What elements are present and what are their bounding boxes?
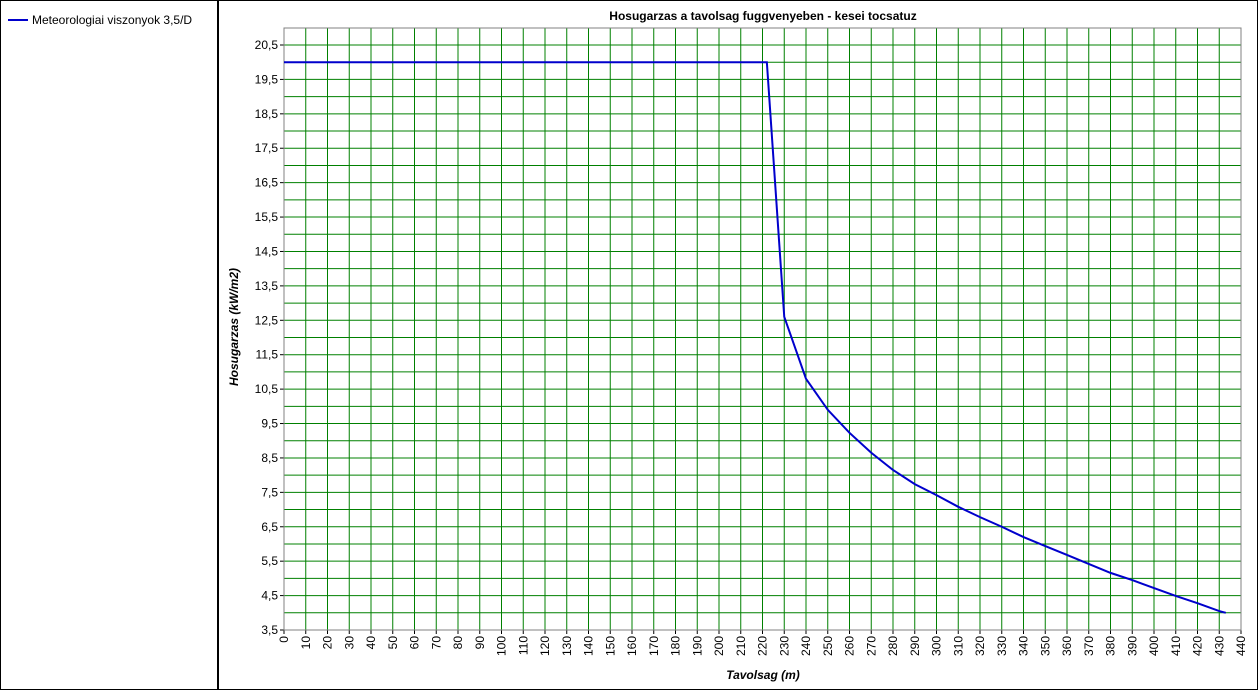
x-tick-label: 340 <box>1017 636 1031 656</box>
x-tick-label: 280 <box>886 636 900 656</box>
x-tick-label: 360 <box>1060 636 1074 656</box>
y-tick-label: 10,5 <box>255 382 279 396</box>
x-tick-label: 410 <box>1169 636 1183 656</box>
y-tick-label: 9,5 <box>261 417 278 431</box>
x-tick-label: 160 <box>625 636 639 656</box>
y-tick-label: 7,5 <box>261 485 278 499</box>
x-tick-label: 170 <box>647 636 661 656</box>
x-tick-label: 150 <box>603 636 617 656</box>
y-tick-label: 8,5 <box>261 451 278 465</box>
x-tick-label: 20 <box>321 636 335 650</box>
x-tick-label: 300 <box>930 636 944 656</box>
y-tick-label: 11,5 <box>256 348 279 362</box>
y-tick-label: 12,5 <box>255 313 279 327</box>
x-tick-label: 50 <box>386 636 400 650</box>
x-tick-label: 140 <box>582 636 596 656</box>
x-tick-label: 440 <box>1234 636 1248 656</box>
x-tick-label: 260 <box>843 636 857 656</box>
x-tick-label: 210 <box>734 636 748 656</box>
x-tick-label: 100 <box>495 636 509 656</box>
x-tick-label: 290 <box>908 636 922 656</box>
chart-title: Hosugarzas a tavolsag fuggvenyeben - kes… <box>609 9 916 23</box>
x-tick-label: 190 <box>690 636 704 656</box>
y-tick-label: 14,5 <box>255 244 279 258</box>
x-tick-label: 10 <box>299 636 313 650</box>
x-tick-label: 60 <box>408 636 422 650</box>
x-tick-label: 80 <box>451 636 465 650</box>
x-tick-label: 390 <box>1125 636 1139 656</box>
x-tick-label: 110 <box>516 636 530 655</box>
plot-border <box>283 27 1242 631</box>
x-tick-label: 250 <box>821 636 835 656</box>
y-tick-label: 13,5 <box>255 279 279 293</box>
y-tick-label: 17,5 <box>255 141 279 155</box>
x-tick-label: 120 <box>538 636 552 656</box>
y-tick-label: 5,5 <box>261 554 278 568</box>
y-tick-label: 3,5 <box>261 623 278 637</box>
x-tick-label: 40 <box>364 636 378 650</box>
x-tick-label: 180 <box>669 636 683 656</box>
x-tick-label: 230 <box>777 636 791 656</box>
x-tick-label: 0 <box>277 636 291 643</box>
data-line <box>284 61 1227 614</box>
x-tick-label: 310 <box>951 636 965 656</box>
x-tick-label: 240 <box>799 636 813 656</box>
y-tick-label: 20,5 <box>255 38 279 52</box>
y-tick-label: 6,5 <box>261 520 278 534</box>
x-tick-label: 270 <box>864 636 878 656</box>
x-tick-label: 70 <box>429 636 443 650</box>
x-tick-label: 200 <box>712 636 726 656</box>
x-tick-label: 330 <box>995 636 1009 656</box>
x-tick-label: 370 <box>1082 636 1096 656</box>
y-tick-label: 4,5 <box>261 589 278 603</box>
x-tick-label: 320 <box>973 636 987 656</box>
x-tick-label: 400 <box>1147 636 1161 656</box>
x-tick-label: 380 <box>1104 636 1118 656</box>
y-tick-label: 19,5 <box>255 72 279 86</box>
x-tick-label: 90 <box>473 636 487 650</box>
x-tick-label: 420 <box>1191 636 1205 656</box>
x-tick-label: 430 <box>1212 636 1226 656</box>
y-axis-label: Hosugarzas (kW/m2) <box>227 268 241 386</box>
x-axis-label: Tavolsag (m) <box>726 668 800 682</box>
y-tick-label: 18,5 <box>255 107 279 121</box>
y-tick-label: 15,5 <box>255 210 279 224</box>
x-tick-label: 130 <box>560 636 574 656</box>
x-tick-label: 220 <box>756 636 770 656</box>
x-tick-label: 30 <box>342 636 356 650</box>
legend-label: Meteorologiai viszonyok 3,5/D <box>32 13 192 27</box>
x-tick-label: 350 <box>1038 636 1052 656</box>
y-tick-label: 16,5 <box>255 176 279 190</box>
